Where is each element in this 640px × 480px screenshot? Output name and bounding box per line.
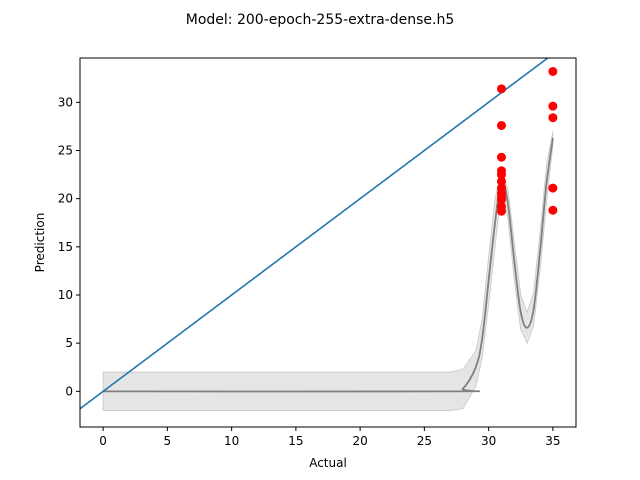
y-tick-label: 15 [58,240,73,254]
x-axis-ticks: 0 5 10 15 20 25 30 35 [99,427,561,448]
x-tick-label: 10 [224,434,239,448]
chart-title: Model: 200-epoch-255-extra-dense.h5 [186,12,454,28]
x-tick-label: 25 [417,434,432,448]
scatter-points [496,66,558,216]
data-point-16 [548,205,558,215]
axes-frame [79,57,577,428]
y-axis-ticks: 0 5 10 15 20 25 30 [58,95,80,398]
data-point-9 [496,195,506,205]
y-tick-label: 10 [58,288,73,302]
y-axis-label: Prediction [33,213,47,273]
x-tick-label: 15 [288,434,303,448]
y-tick-label: 20 [58,192,73,206]
y-tick-label: 5 [65,336,73,350]
data-point-11 [496,206,506,216]
data-point-15 [548,183,558,193]
x-tick-label: 30 [481,434,496,448]
y-tick-label: 30 [58,95,73,109]
x-tick-label: 0 [99,434,107,448]
data-point-5 [496,176,506,186]
data-point-2 [496,152,506,162]
y-tick-label: 25 [58,143,73,157]
data-point-14 [548,113,558,123]
data-point-0 [496,84,506,94]
data-point-13 [548,101,558,111]
x-tick-label: 35 [545,434,560,448]
x-axis-label: Actual [309,456,347,470]
plot-area [80,58,558,412]
confidence-band [102,131,554,412]
data-point-12 [548,66,558,76]
x-tick-label: 5 [164,434,172,448]
y-tick-label: 0 [65,384,73,398]
x-tick-label: 20 [352,434,367,448]
data-point-4 [496,170,506,180]
identity-line [80,58,550,410]
data-point-1 [496,120,506,130]
